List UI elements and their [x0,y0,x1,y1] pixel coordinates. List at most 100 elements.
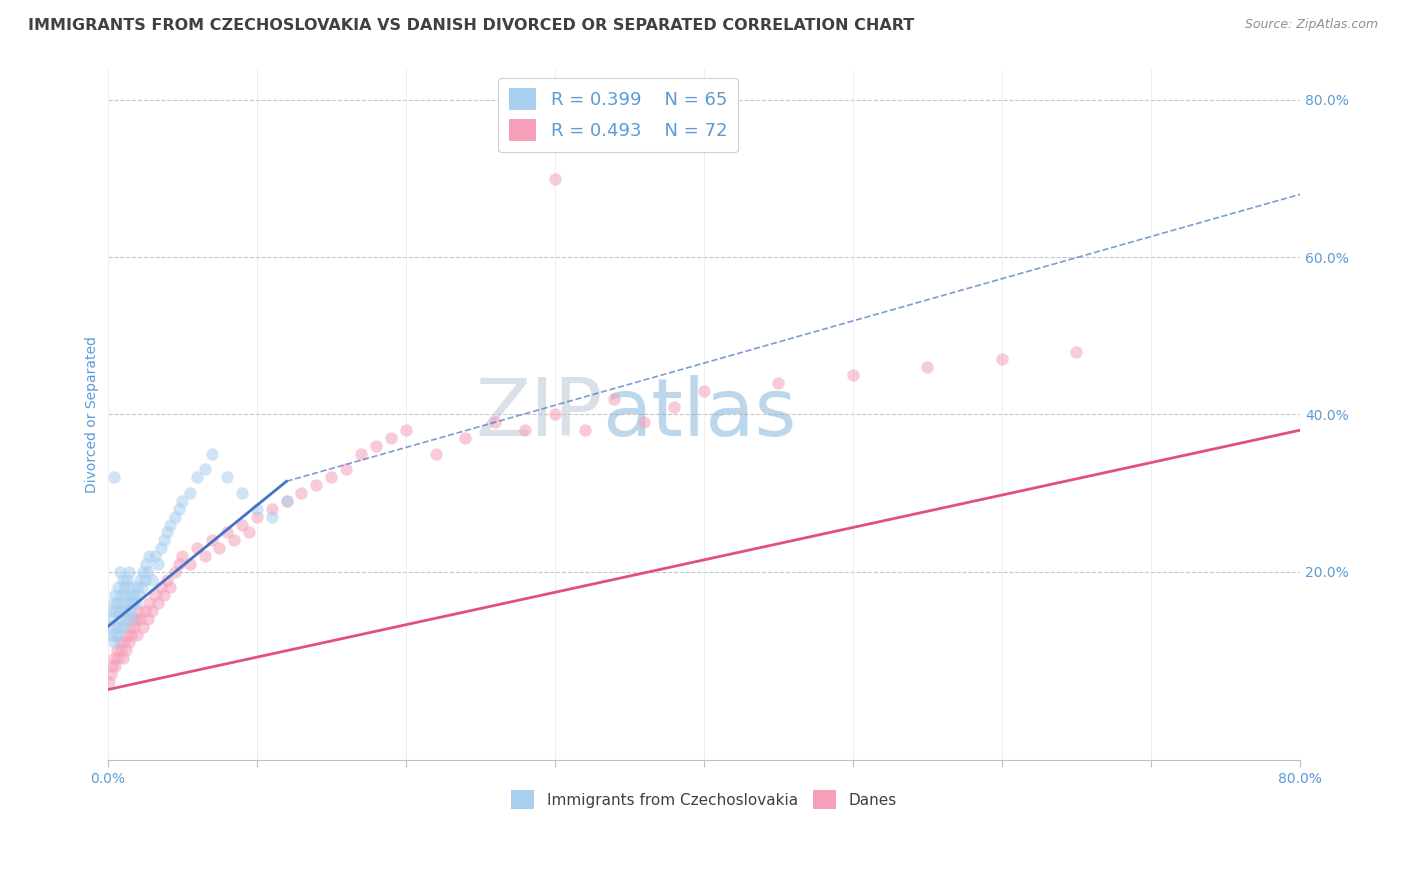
Point [112,581,135,595]
Point [103,635,125,649]
Point [143,549,166,563]
Point [132,620,155,634]
Point [633,415,655,429]
Point [105,643,128,657]
Point [117,565,139,579]
Point [107,581,129,595]
Point [104,659,127,673]
Legend: Immigrants from Czechoslovakia, Danes: Immigrants from Czechoslovakia, Danes [505,784,903,815]
Point [136,612,159,626]
Point [167,501,190,516]
Text: ZIP: ZIP [475,376,603,453]
Point [513,423,536,437]
Point [1066,344,1088,359]
Point [122,612,145,626]
Point [238,525,260,540]
Point [224,533,246,548]
Point [132,565,155,579]
Point [111,651,134,665]
Point [134,573,156,587]
Point [118,581,141,595]
Point [104,627,127,641]
Point [114,612,136,626]
Point [350,447,373,461]
Point [141,604,163,618]
Point [917,360,939,375]
Point [156,525,179,540]
Point [118,620,141,634]
Point [111,596,134,610]
Point [215,525,238,540]
Point [127,581,149,595]
Point [380,431,402,445]
Point [260,501,283,516]
Point [115,604,138,618]
Point [98,620,121,634]
Point [186,541,208,555]
Point [125,612,148,626]
Point [138,549,160,563]
Point [101,659,124,673]
Text: atlas: atlas [603,376,797,453]
Point [104,588,127,602]
Point [693,384,716,398]
Point [260,509,283,524]
Point [135,557,157,571]
Point [425,447,447,461]
Point [128,604,150,618]
Point [112,604,135,618]
Point [131,581,153,595]
Point [156,573,179,587]
Point [148,596,170,610]
Point [159,581,181,595]
Point [179,557,201,571]
Point [101,612,124,626]
Point [103,470,125,484]
Point [201,533,224,548]
Point [114,643,136,657]
Point [544,408,567,422]
Point [574,423,596,437]
Point [104,604,127,618]
Y-axis label: Divorced or Separated: Divorced or Separated [86,336,100,493]
Point [107,627,129,641]
Point [335,462,357,476]
Point [163,509,186,524]
Point [125,596,148,610]
Point [276,494,298,508]
Point [107,651,129,665]
Point [290,486,312,500]
Point [111,620,134,634]
Point [172,549,194,563]
Point [193,549,215,563]
Point [105,620,128,634]
Point [108,635,131,649]
Point [208,541,231,555]
Point [108,620,131,634]
Point [172,494,194,508]
Point [148,557,170,571]
Point [246,501,269,516]
Point [454,431,477,445]
Point [276,494,298,508]
Point [305,478,328,492]
Point [100,627,122,641]
Point [121,588,143,602]
Point [105,596,128,610]
Point [603,392,626,406]
Point [112,635,135,649]
Point [484,415,506,429]
Point [364,439,387,453]
Point [179,486,201,500]
Point [215,470,238,484]
Point [111,573,134,587]
Point [159,517,181,532]
Point [115,627,138,641]
Point [103,596,125,610]
Point [163,565,186,579]
Point [117,596,139,610]
Point [136,565,159,579]
Point [103,651,125,665]
Text: IMMIGRANTS FROM CZECHOSLOVAKIA VS DANISH DIVORCED OR SEPARATED CORRELATION CHART: IMMIGRANTS FROM CZECHOSLOVAKIA VS DANISH… [28,18,914,33]
Point [110,643,132,657]
